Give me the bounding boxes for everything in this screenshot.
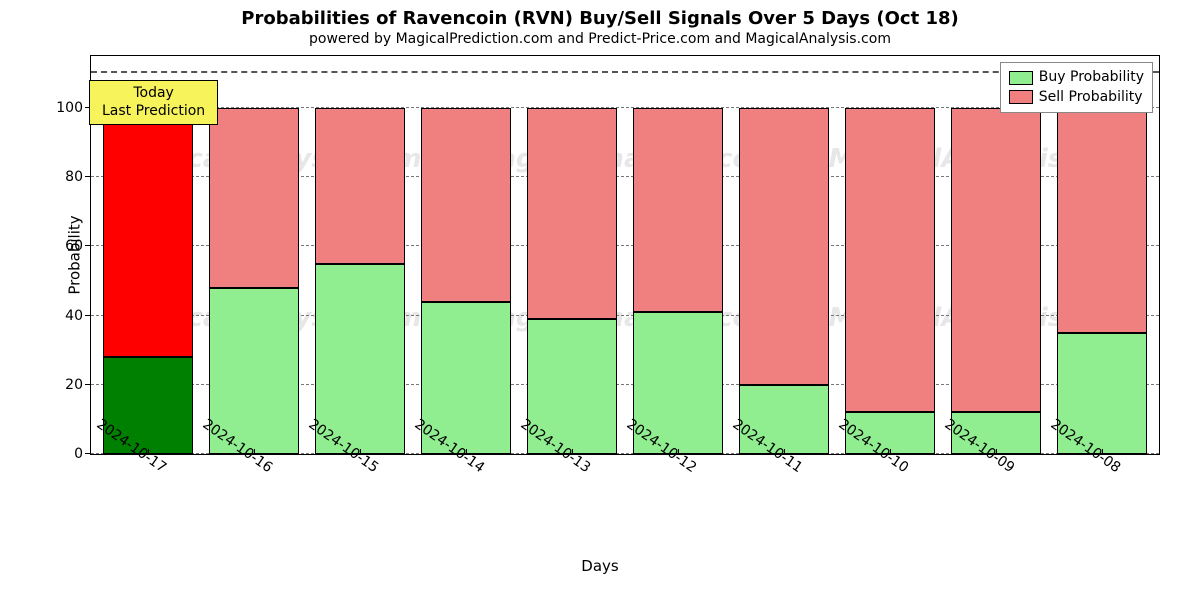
plot-area: Probability MagicalAnalysis.comMagicalAn…: [90, 55, 1160, 455]
sell-segment: [421, 108, 511, 302]
chart-container: Probabilities of Ravencoin (RVN) Buy/Sel…: [0, 0, 1200, 600]
sell-segment: [951, 108, 1041, 413]
y-tick-label: 100: [56, 100, 91, 116]
sell-segment: [739, 108, 829, 385]
plot-outer: Probability MagicalAnalysis.comMagicalAn…: [90, 55, 1160, 455]
bar-stack: [421, 108, 511, 454]
sell-segment: [103, 108, 193, 357]
bar-stack: [845, 108, 935, 454]
x-ticks-row: 2024-10-172024-10-162024-10-152024-10-14…: [90, 455, 1160, 555]
legend-item: Sell Probability: [1009, 88, 1144, 108]
bar-slot: [1055, 56, 1149, 454]
bar-stack: [209, 108, 299, 454]
legend-item: Buy Probability: [1009, 68, 1144, 88]
y-tick-label: 60: [65, 238, 91, 254]
sell-segment: [633, 108, 723, 312]
today-annotation: TodayLast Prediction: [89, 80, 218, 125]
bar-stack: [103, 108, 193, 454]
bar-slot: [207, 56, 301, 454]
x-axis-label: Days: [20, 557, 1180, 575]
legend-label: Sell Probability: [1039, 88, 1143, 108]
bar-slot: [525, 56, 619, 454]
bar-slot: [949, 56, 1043, 454]
bar-stack: [633, 108, 723, 454]
legend-swatch: [1009, 71, 1033, 85]
today-annotation-line: Last Prediction: [102, 103, 205, 121]
bar-slot: [843, 56, 937, 454]
legend-label: Buy Probability: [1039, 68, 1144, 88]
y-axis-label: Probability: [66, 215, 84, 294]
today-annotation-line: Today: [102, 85, 205, 103]
bar-slot: [737, 56, 831, 454]
sell-segment: [1057, 108, 1147, 333]
y-tick-label: 80: [65, 169, 91, 185]
bar-slot: [631, 56, 725, 454]
legend-swatch: [1009, 90, 1033, 104]
bar-slot: [313, 56, 407, 454]
bar-stack: [527, 108, 617, 454]
legend: Buy ProbabilitySell Probability: [1000, 62, 1153, 113]
sell-segment: [209, 108, 299, 288]
sell-segment: [845, 108, 935, 413]
bar-stack: [315, 108, 405, 454]
bar-stack: [739, 108, 829, 454]
bar-slot: [419, 56, 513, 454]
y-tick-label: 40: [65, 308, 91, 324]
bars-row: [91, 56, 1159, 454]
bar-stack: [951, 108, 1041, 454]
sell-segment: [315, 108, 405, 264]
chart-title: Probabilities of Ravencoin (RVN) Buy/Sel…: [20, 8, 1180, 29]
y-tick-label: 20: [65, 377, 91, 393]
bar-stack: [1057, 108, 1147, 454]
y-tick-label: 0: [74, 446, 91, 462]
sell-segment: [527, 108, 617, 319]
chart-subtitle: powered by MagicalPrediction.com and Pre…: [20, 31, 1180, 47]
